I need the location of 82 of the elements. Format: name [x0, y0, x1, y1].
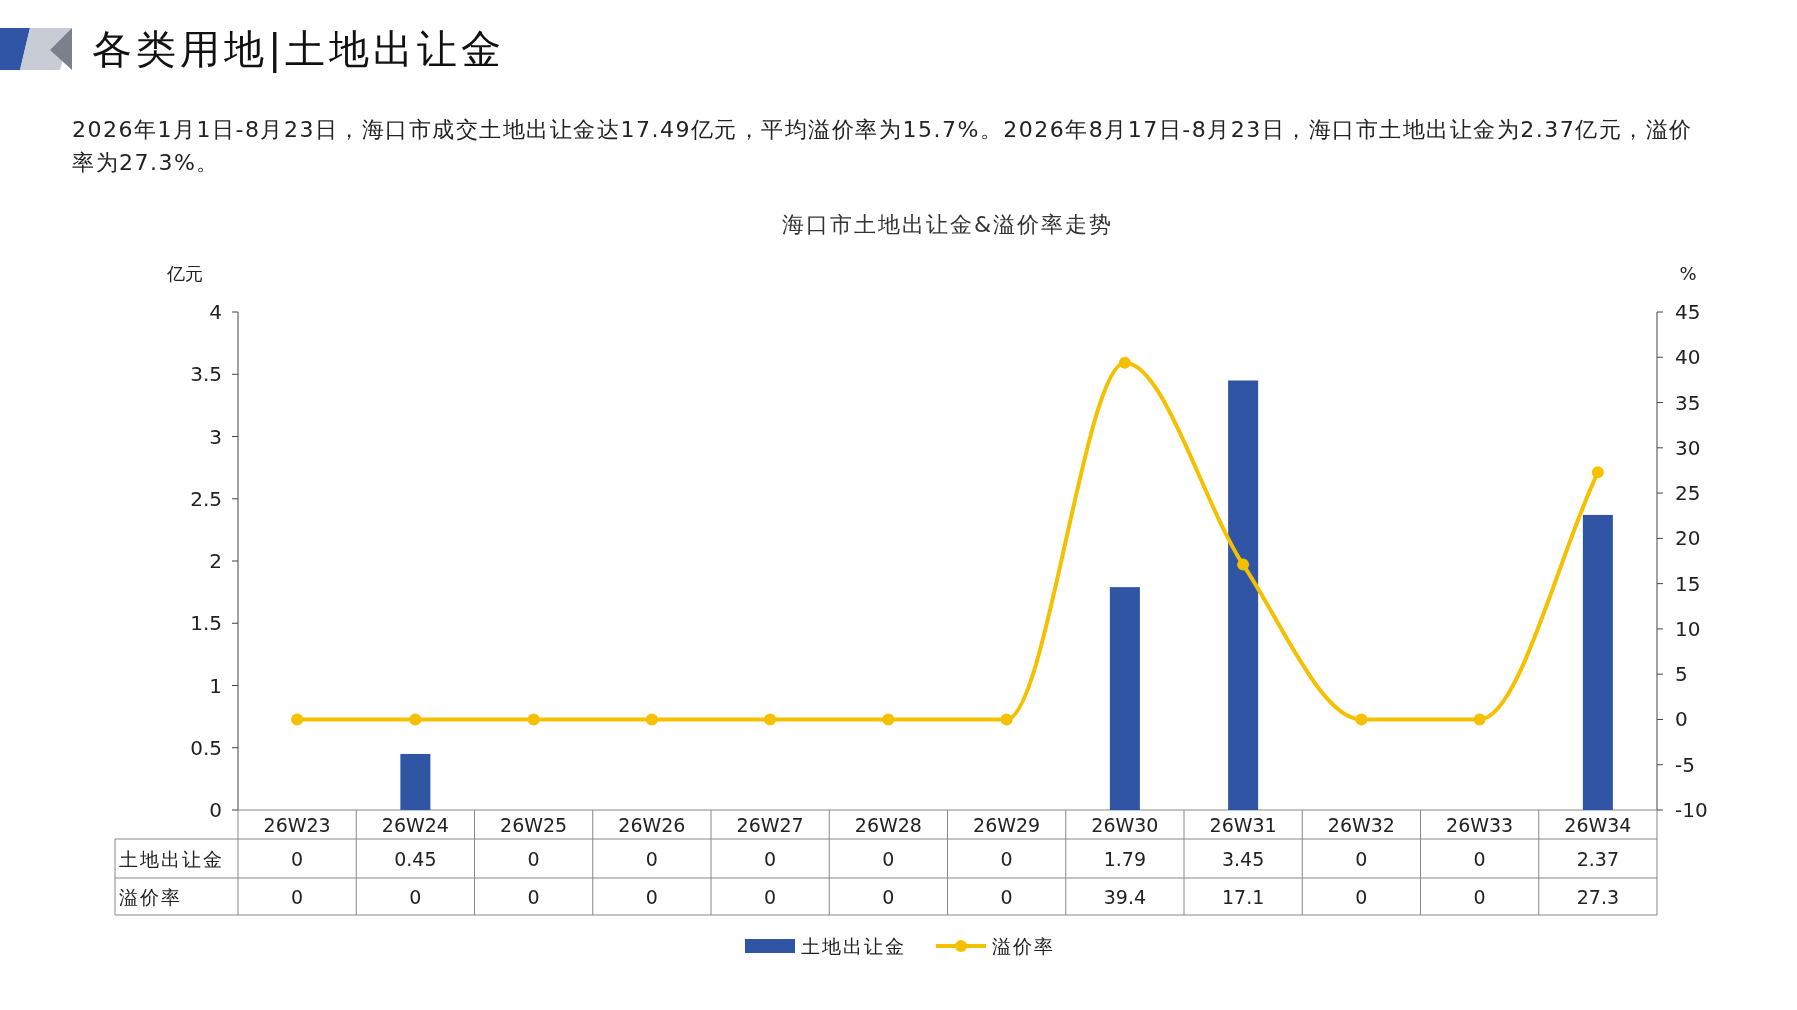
y2-tick-label: 15	[1675, 571, 1701, 596]
point	[527, 713, 540, 726]
data-label: 0	[645, 847, 658, 870]
data-label: 3.45	[1221, 847, 1265, 870]
data-label: 0	[1355, 885, 1368, 908]
data-label: 0	[764, 847, 777, 870]
data-label: 0	[1473, 847, 1486, 870]
y2-tick-label: -5	[1675, 752, 1695, 777]
y-tick-label: 1	[209, 673, 222, 698]
x-tick-label: 26W28	[854, 814, 922, 836]
x-tick-label: 26W26	[618, 814, 686, 836]
point	[409, 713, 422, 726]
x-tick-label: 26W27	[736, 814, 804, 836]
point	[1473, 713, 1486, 726]
x-tick-label: 26W30	[1091, 814, 1159, 836]
x-tick-label: 26W23	[263, 814, 331, 836]
data-label: 0	[1355, 847, 1368, 870]
data-label: 27.3	[1576, 885, 1620, 908]
chart-title: 海口市土地出让金&溢价率走势	[781, 212, 1114, 237]
point	[882, 713, 895, 726]
point	[764, 713, 777, 726]
y2-tick-label: 20	[1675, 526, 1701, 551]
data-label: 1.79	[1103, 847, 1147, 870]
point	[291, 713, 304, 726]
data-label: 0.45	[394, 847, 437, 870]
y-tick-label: 4	[209, 300, 222, 324]
x-tick-label: 26W24	[381, 814, 449, 836]
data-label: 0	[1473, 885, 1486, 908]
paragraph: 2026年1月1日-8月23日，海口市成交土地出让金达17.49亿元，平均溢价率为15.7%。2026年8月17日-8月23日，海口市土地出让金为2.37亿元，溢价率为27.3%。	[72, 116, 1694, 177]
bar	[1109, 587, 1140, 810]
point	[1237, 558, 1250, 571]
data-label: 0	[291, 847, 304, 870]
point	[1000, 713, 1013, 726]
data-label: 0	[1000, 847, 1013, 870]
point	[1355, 713, 1368, 726]
data-label: 0	[882, 885, 895, 908]
data-label: 0	[1000, 885, 1013, 908]
data-label: 39.4	[1103, 885, 1147, 908]
data-label: 2.37	[1576, 847, 1620, 870]
y-axis-title: 亿元	[166, 263, 203, 284]
legend-label: 溢价率	[992, 935, 1055, 957]
data-label: 0	[291, 885, 304, 908]
text: 溢价率	[119, 885, 182, 908]
y-tick-label: 2	[209, 549, 222, 573]
y-tick-label: 0.5	[190, 735, 222, 760]
y2-tick-label: 0	[1675, 707, 1688, 732]
bar	[1582, 514, 1613, 810]
x-tick-label: 26W32	[1327, 814, 1395, 836]
y2-tick-label: 10	[1675, 616, 1701, 641]
y-tick-label: 3.5	[190, 362, 222, 387]
data-label: 0	[527, 885, 540, 908]
y-tick-label: 3	[209, 424, 222, 449]
y2-tick-label: 5	[1675, 662, 1688, 687]
point	[1591, 466, 1604, 479]
y2-tick-label: -10	[1675, 798, 1708, 822]
y-tick-label: 2.5	[190, 486, 222, 511]
point	[645, 713, 658, 726]
y2-tick-label: 25	[1675, 481, 1701, 506]
bar	[1228, 380, 1259, 810]
data-label: 0	[645, 885, 658, 908]
legend-label: 土地出让金	[801, 935, 906, 957]
y2-tick-label: 45	[1675, 300, 1701, 324]
y2-tick-label: 40	[1675, 345, 1701, 370]
y2-tick-label: 30	[1675, 435, 1701, 460]
y-tick-label: 1.5	[190, 611, 222, 636]
bar	[400, 753, 431, 810]
text: 土地出让金	[119, 847, 224, 870]
x-tick-label: 26W25	[500, 814, 568, 836]
x-tick-label: 26W33	[1446, 814, 1514, 836]
heading: 各类用地|土地出让金	[92, 25, 506, 75]
point	[1118, 356, 1131, 369]
y-tick-label: 0	[209, 798, 222, 822]
x-tick-label: 26W31	[1209, 814, 1277, 836]
y2-axis-title: %	[1679, 263, 1697, 284]
data-label: 0	[527, 847, 540, 870]
x-tick-label: 26W29	[973, 814, 1041, 836]
data-label: 17.1	[1221, 885, 1265, 908]
data-label: 0	[882, 847, 895, 870]
y2-tick-label: 35	[1675, 390, 1701, 415]
x-tick-label: 26W34	[1564, 814, 1632, 836]
data-label: 0	[409, 885, 422, 908]
data-label: 0	[764, 885, 777, 908]
